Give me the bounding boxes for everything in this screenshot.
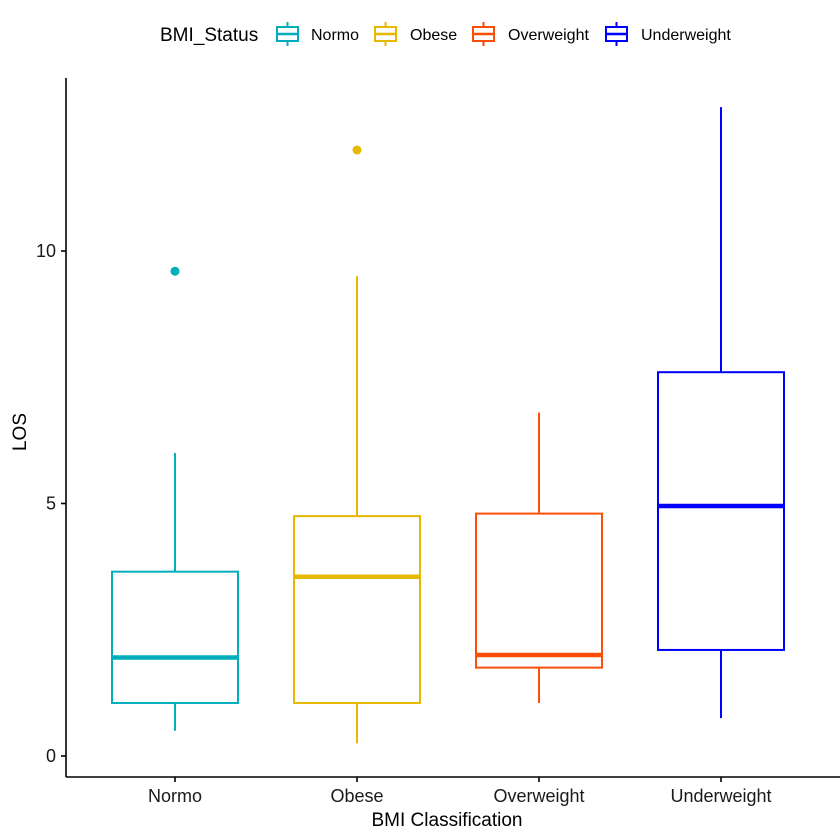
box-iqr — [293, 515, 421, 704]
box-normo — [111, 266, 239, 731]
outlier-point — [170, 266, 180, 276]
y-tick-label: 10 — [36, 241, 56, 261]
box-underweight — [657, 107, 785, 719]
legend-item-underweight: Underweight — [605, 22, 731, 46]
y-axis-ticks: 0 5 10 — [36, 241, 66, 766]
box-overweight — [475, 412, 603, 703]
legend-item-normo: Normo — [276, 22, 359, 46]
legend-item-obese: Obese — [374, 22, 457, 46]
y-axis-title: LOS — [10, 413, 31, 451]
x-axis-ticks: Normo Obese Overweight Underweight — [148, 777, 772, 806]
box-obese — [293, 145, 421, 744]
plot-area — [111, 107, 785, 744]
legend-title: BMI_Status — [160, 25, 258, 46]
legend-label: Underweight — [641, 27, 731, 44]
box-iqr — [111, 570, 239, 704]
x-tick-label: Normo — [148, 786, 202, 806]
legend-label: Overweight — [508, 27, 589, 44]
x-tick-label: Obese — [330, 786, 383, 806]
y-tick-label: 5 — [46, 494, 56, 514]
y-tick-label: 0 — [46, 746, 56, 766]
x-tick-label: Overweight — [493, 786, 584, 806]
legend-label: Normo — [311, 27, 359, 44]
box-iqr — [657, 371, 785, 651]
legend: BMI_Status Normo Obese Overweight Underweig… — [160, 22, 731, 46]
x-tick-label: Underweight — [670, 786, 771, 806]
box-iqr — [475, 512, 603, 669]
x-axis-title: BMI Classification — [372, 810, 523, 831]
legend-item-overweight: Overweight — [472, 22, 589, 46]
outlier-point — [352, 145, 362, 155]
legend-label: Obese — [410, 27, 457, 44]
